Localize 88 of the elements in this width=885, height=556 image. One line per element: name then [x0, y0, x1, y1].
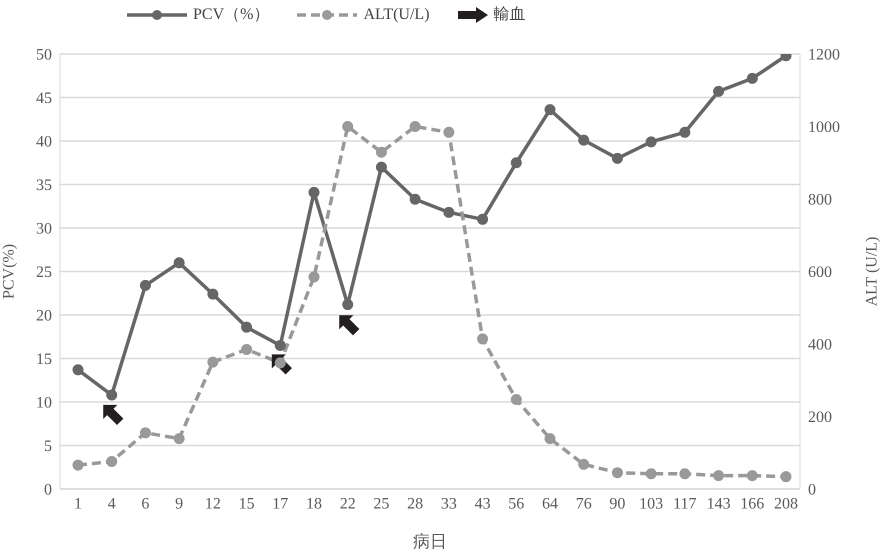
- x-tick-label: 166: [740, 495, 764, 512]
- y-axis-title: PCV(%): [0, 244, 18, 300]
- x-tick-label: 208: [774, 495, 798, 512]
- point: [713, 470, 724, 482]
- x-tick-label: 90: [609, 495, 626, 512]
- y2-tick-label: 0: [808, 482, 816, 499]
- x-tick-label: 9: [175, 495, 184, 512]
- point: [376, 146, 387, 158]
- x-tick-label: 6: [141, 495, 150, 512]
- point: [544, 104, 556, 116]
- point: [612, 467, 623, 478]
- x-tick-label: 76: [576, 495, 592, 512]
- point: [510, 157, 522, 168]
- point: [106, 390, 118, 401]
- y2-tick-label: 400: [808, 336, 832, 354]
- x-tick-label: 103: [639, 495, 664, 512]
- point: [510, 394, 522, 405]
- x-tick-label: 143: [706, 495, 731, 512]
- x-tick-label: 64: [542, 495, 558, 512]
- point: [746, 470, 758, 482]
- point: [241, 344, 252, 355]
- point: [140, 427, 151, 438]
- x-tick-label: 22: [340, 495, 356, 512]
- point: [410, 121, 421, 132]
- y-tick-label: 25: [36, 264, 52, 282]
- point: [443, 206, 454, 218]
- y-tick-label: 0: [44, 482, 52, 499]
- x-tick-label: 117: [673, 495, 697, 512]
- y-tick-label: 50: [36, 46, 52, 64]
- point: [140, 280, 151, 291]
- point: [72, 460, 84, 471]
- y-tick-label: 35: [36, 177, 52, 194]
- point: [443, 126, 454, 138]
- point: [308, 271, 320, 282]
- y-tick-label: 30: [36, 220, 52, 238]
- y2-tick-label: 200: [808, 409, 832, 426]
- y-tick-label: 45: [36, 90, 52, 108]
- point: [646, 468, 657, 480]
- point: [544, 433, 556, 444]
- point: [780, 471, 792, 482]
- legend-label: 輸血: [494, 5, 526, 25]
- y-tick-label: 5: [44, 438, 52, 456]
- point: [410, 194, 421, 205]
- point: [274, 340, 286, 351]
- point: [578, 458, 590, 470]
- point: [612, 152, 623, 164]
- point: [746, 72, 758, 84]
- point: [342, 299, 354, 310]
- x-tick-label: 56: [508, 495, 524, 512]
- y2-tick-label: 1000: [808, 119, 840, 136]
- y2-tick-label: 800: [808, 192, 832, 209]
- point: [72, 364, 84, 376]
- point: [713, 86, 724, 97]
- y-tick-label: 40: [36, 134, 52, 151]
- point: [106, 456, 118, 467]
- point: [241, 322, 252, 333]
- point: [174, 257, 185, 268]
- x-tick-label: 43: [474, 495, 491, 512]
- point: [477, 333, 488, 344]
- point: [679, 468, 690, 480]
- x-tick-label: 17: [272, 495, 288, 512]
- point: [174, 433, 185, 444]
- point: [679, 126, 690, 138]
- y-tick-label: 10: [36, 394, 52, 412]
- point: [308, 186, 320, 198]
- point: [342, 121, 354, 132]
- x-axis-title: 病日: [413, 532, 447, 551]
- point: [207, 288, 218, 300]
- point: [646, 136, 657, 148]
- legend-label: PCV（%）: [193, 5, 270, 25]
- point: [376, 162, 387, 173]
- legend-label: ALT(U/L): [363, 6, 430, 24]
- y2-tick-label: 1200: [808, 46, 840, 64]
- x-tick-label: 33: [440, 495, 457, 512]
- point: [477, 214, 488, 225]
- point: [207, 356, 218, 368]
- x-tick-label: 15: [238, 495, 255, 512]
- x-tick-label: 18: [306, 495, 322, 512]
- x-tick-label: 1: [74, 495, 82, 512]
- x-tick-label: 4: [108, 495, 116, 512]
- y-tick-label: 15: [36, 351, 52, 368]
- point: [578, 134, 590, 146]
- x-tick-label: 28: [407, 495, 424, 512]
- y2-tick-label: 600: [808, 264, 832, 282]
- y-tick-label: 20: [36, 308, 52, 325]
- y2-axis-title: ALT (U/L): [864, 236, 881, 306]
- x-tick-label: 25: [373, 495, 390, 512]
- x-tick-label: 12: [204, 495, 221, 512]
